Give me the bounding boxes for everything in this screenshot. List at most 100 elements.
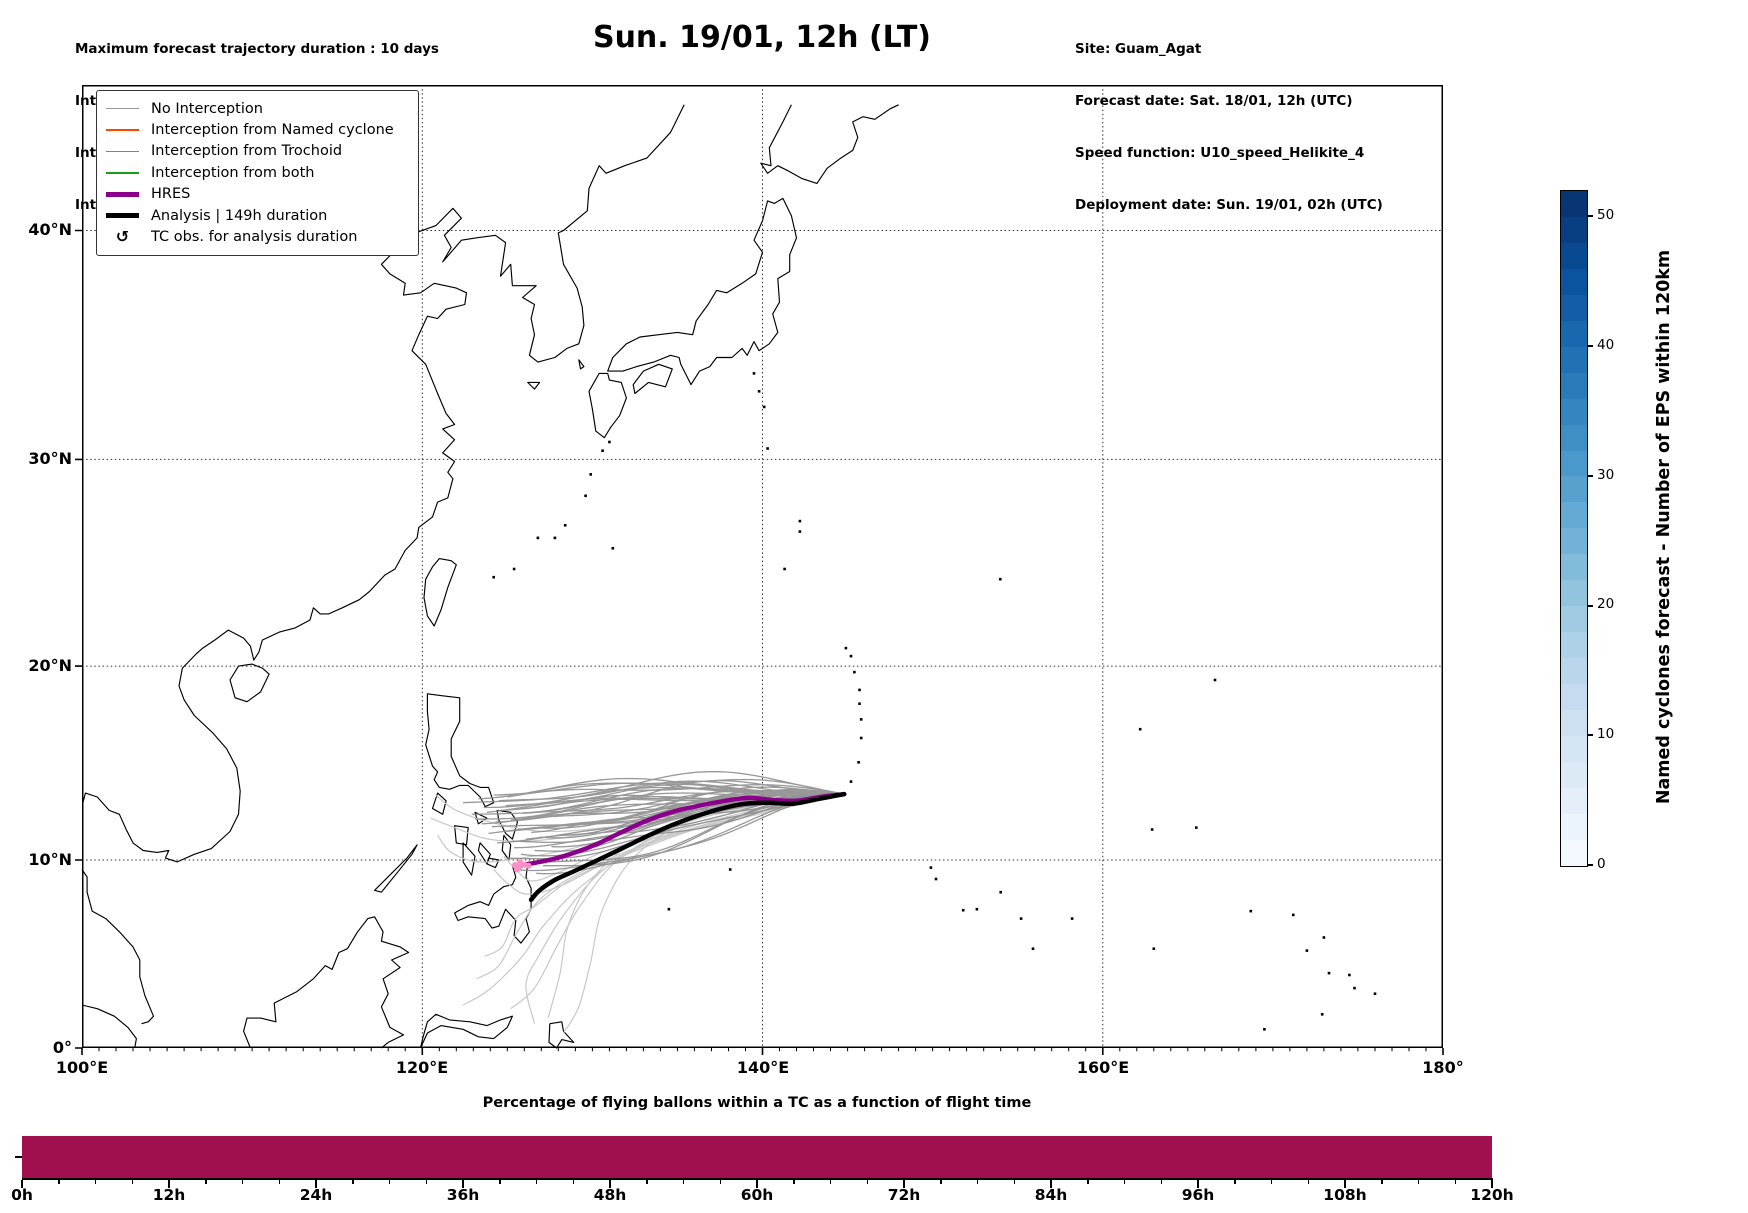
legend-line-swatch bbox=[106, 150, 139, 153]
cyclone-symbol-icon: ↺ bbox=[115, 227, 130, 247]
coastline bbox=[548, 1021, 575, 1049]
coastline bbox=[229, 663, 270, 703]
colorbar-segment bbox=[1561, 684, 1587, 711]
colorbar-segment bbox=[1561, 424, 1587, 451]
coastline bbox=[81, 1004, 137, 1049]
coastline bbox=[632, 363, 673, 395]
island-dot bbox=[1138, 727, 1142, 731]
bar-minor-tick bbox=[1381, 1180, 1383, 1184]
x-tick-label: 120°E bbox=[395, 1058, 449, 1077]
y-tick-label: 30°N bbox=[28, 449, 72, 468]
bar-minor-tick bbox=[535, 1180, 538, 1184]
eps-trajectory-faint bbox=[462, 793, 845, 1006]
island-dot bbox=[1263, 1028, 1266, 1031]
analysis-trajectory bbox=[528, 791, 847, 903]
eps-trajectory bbox=[498, 780, 845, 802]
island-dot bbox=[999, 577, 1002, 581]
legend-swatch bbox=[106, 150, 139, 153]
island-dot bbox=[1152, 947, 1156, 950]
coastline bbox=[501, 834, 512, 861]
colorbar-tick bbox=[1587, 605, 1593, 607]
island-dot bbox=[1373, 992, 1377, 995]
coastline bbox=[82, 104, 685, 863]
coastline bbox=[607, 197, 798, 386]
island-dot bbox=[601, 449, 604, 452]
colorbar-segment bbox=[1561, 606, 1587, 633]
site-line: Forecast date: Sat. 18/01, 12h (UTC) bbox=[1075, 93, 1353, 110]
eps-trajectory bbox=[525, 793, 845, 840]
coastline bbox=[81, 869, 155, 1025]
colorbar-segment bbox=[1561, 632, 1587, 659]
bar-x-tick-label: 60h bbox=[740, 1186, 774, 1204]
legend-line-swatch bbox=[106, 191, 139, 197]
eps-trajectory bbox=[541, 787, 845, 813]
island-dot bbox=[857, 761, 860, 764]
bar-minor-tick bbox=[793, 1180, 795, 1184]
bar-x-tick-label: 0h bbox=[11, 1186, 33, 1204]
bar-minor-tick bbox=[1417, 1180, 1420, 1184]
eps-trajectory bbox=[491, 792, 845, 828]
coastline bbox=[588, 372, 627, 439]
site-info-block: Site: Guam_Agat Forecast date: Sat. 18/0… bbox=[1075, 6, 1383, 250]
coastline bbox=[423, 558, 457, 627]
legend-label: Analysis | 149h duration bbox=[151, 207, 328, 224]
colorbar-segment bbox=[1561, 372, 1587, 399]
island-dot bbox=[757, 390, 761, 393]
faint-trajectories bbox=[430, 793, 845, 1034]
site-line: Site: Guam_Agat bbox=[1075, 40, 1202, 57]
legend-swatch bbox=[106, 107, 139, 110]
island-dot bbox=[853, 670, 856, 674]
legend-label: Interception from Trochoid bbox=[151, 143, 343, 160]
eps-trajectory bbox=[493, 782, 845, 796]
colorbar-tick-label: 0 bbox=[1597, 856, 1606, 872]
island-dot bbox=[752, 372, 756, 375]
colorbar-segment bbox=[1561, 268, 1587, 295]
bar-major-tick bbox=[756, 1180, 758, 1188]
tc-obs-markers bbox=[512, 859, 532, 873]
island-dot bbox=[975, 907, 979, 911]
island-dot bbox=[783, 567, 786, 571]
colorbar-segment bbox=[1561, 242, 1587, 269]
coastline bbox=[419, 1013, 513, 1049]
tc-obs-marker bbox=[512, 861, 518, 868]
colorbar-segment bbox=[1561, 450, 1587, 477]
eps-trajectory-faint bbox=[493, 793, 845, 895]
island-dot bbox=[492, 575, 495, 579]
bar-major-tick bbox=[462, 1180, 464, 1188]
tc-obs-marker bbox=[525, 862, 532, 869]
legend-swatch bbox=[106, 129, 139, 131]
island-dot bbox=[844, 646, 848, 650]
island-dot bbox=[1322, 936, 1326, 939]
colorbar-segment bbox=[1561, 346, 1587, 373]
island-dot bbox=[858, 702, 861, 705]
island-dot bbox=[563, 524, 567, 527]
island-dot bbox=[762, 405, 766, 409]
legend-item: Interception from Trochoid bbox=[106, 141, 408, 162]
bar-minor-tick bbox=[1013, 1180, 1015, 1184]
coastline bbox=[374, 844, 418, 893]
island-dot bbox=[859, 736, 863, 740]
trajectory-map bbox=[75, 85, 1444, 1055]
bar-minor-tick bbox=[976, 1180, 979, 1184]
bar-major-tick bbox=[21, 1180, 23, 1188]
coastline bbox=[578, 359, 585, 370]
bar-minor-tick bbox=[241, 1180, 244, 1184]
colorbar-segment bbox=[1561, 502, 1587, 529]
legend-item: Analysis | 149h duration bbox=[106, 205, 408, 226]
island-dot bbox=[1348, 973, 1351, 977]
coastline bbox=[425, 693, 495, 808]
coastline bbox=[477, 842, 491, 865]
x-tick-label: 160°E bbox=[1076, 1058, 1130, 1077]
x-tick-label: 140°E bbox=[736, 1058, 790, 1077]
colorbar-tick-label: 10 bbox=[1597, 726, 1615, 742]
bar-minor-tick bbox=[352, 1180, 354, 1184]
island-dot bbox=[1320, 1013, 1324, 1016]
colorbar-tick bbox=[1587, 734, 1593, 736]
island-dot bbox=[961, 908, 965, 912]
island-dot bbox=[766, 447, 769, 450]
legend-swatch bbox=[106, 191, 139, 197]
bar-major-tick bbox=[903, 1180, 905, 1188]
bar-minor-tick bbox=[278, 1180, 280, 1184]
bar-x-tick-label: 108h bbox=[1323, 1186, 1367, 1204]
